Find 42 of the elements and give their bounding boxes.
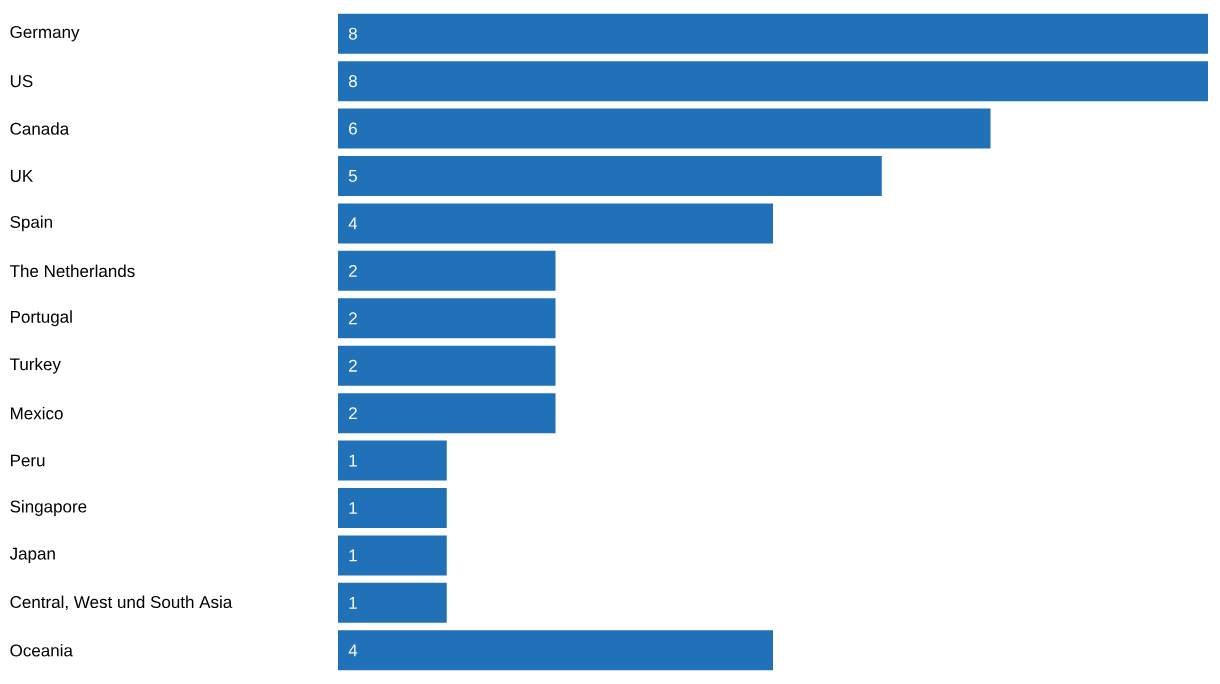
y-tick-label: Turkey: [9, 357, 61, 374]
data-label: 8: [348, 75, 357, 88]
y-tick-label: Spain: [10, 215, 52, 232]
y-tick-label: Mexico: [11, 406, 63, 420]
data-label: 1: [349, 454, 357, 467]
bar: [338, 250, 556, 291]
y-tick-label: Peru: [11, 454, 45, 467]
bar: [338, 440, 447, 481]
bar: [338, 393, 556, 434]
bar: [338, 155, 882, 196]
data-label: 8: [348, 27, 357, 40]
bar: [338, 298, 556, 339]
bar: [338, 61, 1208, 102]
data-label: 2: [349, 264, 357, 277]
bar: [338, 345, 556, 386]
data-label: 1: [349, 502, 357, 514]
data-label: 4: [348, 644, 358, 657]
bar: [338, 108, 991, 149]
y-tick-label: Germany: [10, 26, 80, 42]
data-label: 1: [349, 549, 357, 562]
data-label: 6: [349, 122, 357, 135]
data-label: 4: [348, 217, 358, 230]
bar: [338, 203, 773, 244]
y-tick-label: Portugal: [11, 310, 72, 327]
data-label: 2: [349, 312, 357, 325]
y-tick-label: Canada: [10, 122, 70, 135]
bar: [338, 535, 447, 576]
y-tick-label: Central, West und South Asia: [10, 595, 233, 611]
y-tick-label: US: [10, 75, 33, 88]
y-tick-label: Japan: [9, 547, 55, 564]
data-label: 5: [348, 170, 357, 182]
data-label: 2: [349, 359, 357, 372]
bar: [338, 582, 447, 623]
y-tick-label: The Netherlands: [9, 264, 135, 278]
y-tick-label: Oceania: [10, 644, 73, 657]
data-label: 1: [349, 597, 357, 609]
bar: [338, 13, 1208, 54]
data-label: 2: [349, 407, 357, 420]
y-tick-label: UK: [10, 170, 34, 182]
y-tick-label: Singapore: [10, 500, 87, 516]
bar: [338, 487, 447, 528]
bar: [338, 630, 773, 671]
